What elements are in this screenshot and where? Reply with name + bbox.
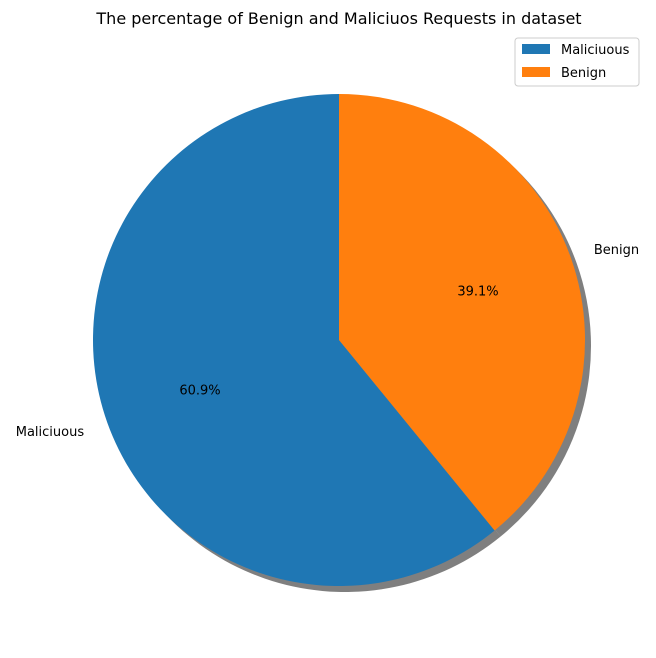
pct-label-maliciuous: 60.9% xyxy=(179,384,220,399)
slice-benign xyxy=(339,93,585,531)
slice-label-maliciuous: Maliciuous xyxy=(16,425,85,440)
slice-label-benign: Benign xyxy=(594,243,639,258)
legend-label-maliciuous: Maliciuous xyxy=(561,43,630,58)
legend-swatch-maliciuous xyxy=(522,44,550,54)
chart-title: The percentage of Benign and Maliciuos R… xyxy=(95,9,581,28)
pct-label-benign: 39.1% xyxy=(457,284,498,299)
legend-label-benign: Benign xyxy=(561,66,606,81)
pie-labels: Maliciuous 60.9% Benign 39.1% xyxy=(16,243,639,440)
legend: Maliciuous Benign xyxy=(514,37,640,87)
slice-maliciuous xyxy=(93,94,495,586)
pie-slices xyxy=(93,93,585,586)
legend-swatch-benign xyxy=(522,67,550,77)
